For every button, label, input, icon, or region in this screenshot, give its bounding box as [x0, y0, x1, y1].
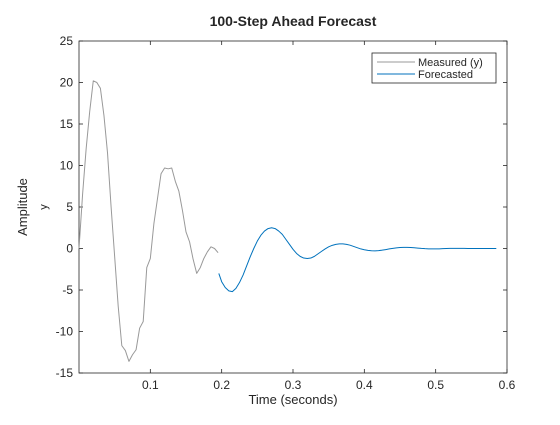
x-tick-label: 0.3 — [285, 378, 302, 392]
series-line-measured — [78, 80, 219, 362]
legend-label-measured: Measured (y) — [418, 57, 483, 69]
x-tick-label: 0.5 — [427, 378, 444, 392]
legend-box — [371, 52, 497, 84]
y-tick-label: 15 — [60, 117, 74, 131]
legend-label-forecasted: Forecasted — [418, 69, 473, 81]
y-tick-label: 10 — [60, 159, 74, 173]
y-tick-label: 5 — [66, 200, 73, 214]
y-tick-label: -10 — [56, 325, 74, 339]
y-tick-label: 25 — [60, 34, 74, 48]
y-tick-label: 20 — [60, 76, 74, 90]
y-tick-label: 0 — [66, 242, 73, 256]
series-line-forecasted — [218, 227, 497, 293]
x-tick-label: 0.1 — [142, 378, 159, 392]
y-tick-label: -5 — [62, 283, 73, 297]
axis-ticks: 0.1 0.2 0.3 0.4 0.5 0.6 -15 -10 -5 0 5 10 15 20 25 — [56, 34, 516, 392]
legend: Measured (y) Forecasted — [371, 52, 497, 84]
x-tick-label: 0.2 — [213, 378, 230, 392]
chart-title: 100-Step Ahead Forecast — [210, 13, 377, 29]
y-tick-label: -15 — [56, 366, 74, 380]
plot-area — [78, 40, 508, 374]
x-tick-label: 0.6 — [499, 378, 516, 392]
y-axis-label: Amplitude — [15, 178, 30, 236]
x-axis-label: Time (seconds) — [248, 392, 337, 407]
series-lines — [78, 80, 497, 362]
x-tick-label: 0.4 — [356, 378, 373, 392]
y-axis-channel-label: y — [38, 204, 50, 210]
